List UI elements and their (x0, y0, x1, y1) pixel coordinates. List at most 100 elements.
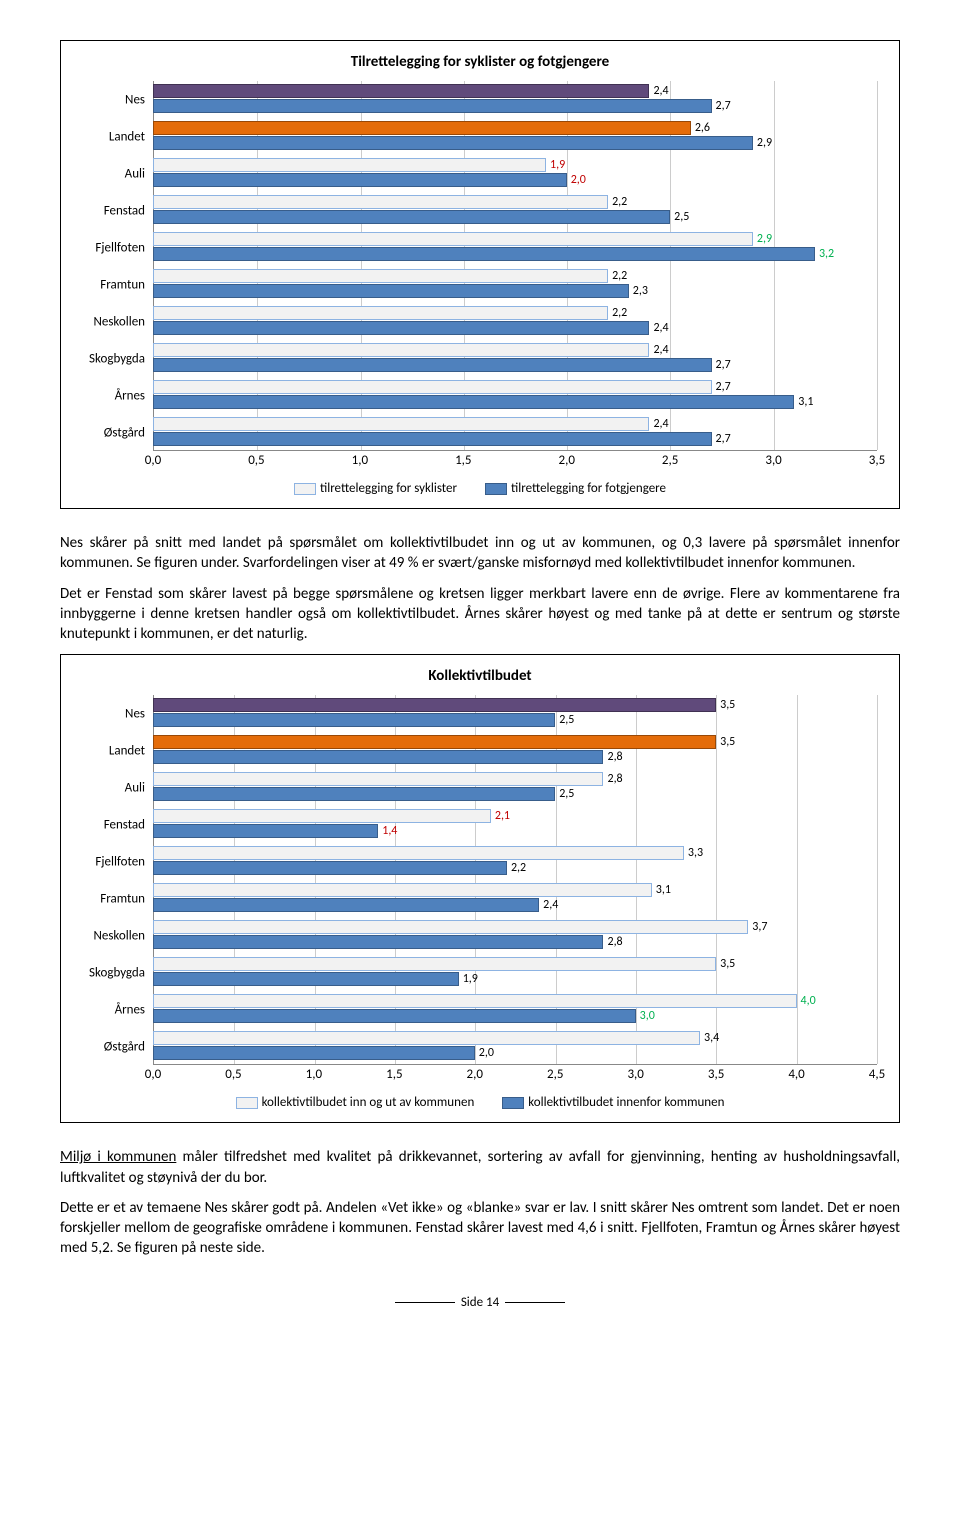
bar (153, 957, 716, 971)
bar (153, 173, 567, 187)
x-tick: 0,0 (145, 1067, 161, 1082)
x-tick: 1,0 (352, 453, 368, 468)
bar (153, 84, 649, 98)
bar (153, 750, 603, 764)
legend-item: kollektivtilbudet inn og ut av kommunen (236, 1095, 475, 1110)
bar-value-label: 3,7 (752, 920, 767, 934)
bar-value-label: 1,9 (550, 158, 565, 172)
bar (153, 713, 555, 727)
bar (153, 358, 712, 372)
bar (153, 417, 649, 431)
x-tick: 2,5 (662, 453, 678, 468)
bar (153, 809, 491, 823)
bar-value-label: 3,0 (640, 1009, 655, 1023)
bar (153, 232, 753, 246)
bar (153, 772, 603, 786)
bar (153, 380, 712, 394)
bar (153, 121, 691, 135)
x-tick: 1,0 (306, 1067, 322, 1082)
bar-value-label: 3,5 (720, 698, 735, 712)
bar-value-label: 2,3 (633, 284, 648, 298)
x-tick: 3,5 (869, 453, 885, 468)
bar (153, 136, 753, 150)
bar-value-label: 2,7 (716, 380, 731, 394)
bar (153, 972, 459, 986)
x-tick: 2,0 (558, 453, 574, 468)
bar-value-label: 2,6 (695, 121, 710, 135)
bar (153, 210, 670, 224)
category-label: Framtun (73, 278, 145, 291)
para3-prefix: Miljø i kommunen (60, 1148, 176, 1166)
bar (153, 158, 546, 172)
bar (153, 824, 378, 838)
x-tick: 0,5 (225, 1067, 241, 1082)
paragraph-3: Miljø i kommunen måler tilfredshet med k… (60, 1147, 900, 1188)
paragraph-1: Nes skårer på snitt med landet på spørsm… (60, 533, 900, 574)
x-tick: 3,0 (627, 1067, 643, 1082)
bar-value-label: 2,2 (511, 861, 526, 875)
bar-value-label: 3,4 (704, 1031, 719, 1045)
category-label: Neskollen (73, 929, 145, 942)
bar (153, 343, 649, 357)
bar (153, 306, 608, 320)
bar-value-label: 2,7 (716, 358, 731, 372)
category-label: Neskollen (73, 315, 145, 328)
category-label: Østgård (73, 1040, 145, 1053)
bar (153, 846, 684, 860)
bar-value-label: 2,0 (479, 1046, 494, 1060)
bar-value-label: 3,5 (720, 735, 735, 749)
bar-value-label: 2,8 (607, 750, 622, 764)
x-tick: 0,0 (145, 453, 161, 468)
bar-value-label: 2,0 (571, 173, 586, 187)
bar (153, 698, 716, 712)
bar-value-label: 2,2 (612, 195, 627, 209)
bar (153, 395, 794, 409)
bar-value-label: 3,1 (798, 395, 813, 409)
legend-item: tilrettelegging for fotgjengere (485, 481, 666, 496)
bar-value-label: 3,2 (819, 247, 834, 261)
chart2-title: Kollektivtilbudet (73, 667, 887, 685)
bar (153, 321, 649, 335)
chart1-plot: Nes2,42,7Landet2,62,9Auli1,92,0Fenstad2,… (73, 81, 887, 496)
category-label: Landet (73, 744, 145, 757)
x-tick: 1,5 (455, 453, 471, 468)
bar (153, 1009, 636, 1023)
bar-value-label: 2,4 (653, 343, 668, 357)
category-label: Skogbygda (73, 966, 145, 979)
bar-value-label: 2,7 (716, 432, 731, 446)
chart1-title: Tilrettelegging for syklister og fotgjen… (73, 53, 887, 71)
bar-value-label: 3,5 (720, 957, 735, 971)
x-tick: 2,5 (547, 1067, 563, 1082)
bar-value-label: 2,8 (607, 935, 622, 949)
bar-value-label: 2,2 (612, 269, 627, 283)
bar-value-label: 4,0 (801, 994, 816, 1008)
bar (153, 1046, 475, 1060)
bar (153, 861, 507, 875)
bar-value-label: 2,9 (757, 232, 772, 246)
bar-value-label: 1,9 (463, 972, 478, 986)
category-label: Østgård (73, 426, 145, 439)
bar (153, 247, 815, 261)
bar (153, 787, 555, 801)
bar-value-label: 2,5 (674, 210, 689, 224)
para3-rest: måler tilfredshet med kvalitet på drikke… (60, 1148, 900, 1186)
paragraph-4: Dette er et av temaene Nes skårer godt p… (60, 1198, 900, 1259)
bar-value-label: 2,7 (716, 99, 731, 113)
legend-item: kollektivtilbudet innenfor kommunen (502, 1095, 724, 1110)
category-label: Fenstad (73, 818, 145, 831)
bar-value-label: 2,1 (495, 809, 510, 823)
category-label: Skogbygda (73, 352, 145, 365)
bar-value-label: 2,5 (559, 787, 574, 801)
chart-kollektivtilbudet: Kollektivtilbudet Nes3,52,5Landet3,52,8A… (60, 654, 900, 1123)
bar (153, 935, 603, 949)
bar-value-label: 3,3 (688, 846, 703, 860)
legend-item: tilrettelegging for syklister (294, 481, 457, 496)
chart2-plot: Nes3,52,5Landet3,52,8Auli2,82,5Fenstad2,… (73, 695, 887, 1110)
category-label: Nes (73, 93, 145, 106)
category-label: Auli (73, 167, 145, 180)
bar (153, 195, 608, 209)
bar-value-label: 2,2 (612, 306, 627, 320)
category-label: Nes (73, 707, 145, 720)
chart-tilrettelegging: Tilrettelegging for syklister og fotgjen… (60, 40, 900, 509)
bar (153, 883, 652, 897)
